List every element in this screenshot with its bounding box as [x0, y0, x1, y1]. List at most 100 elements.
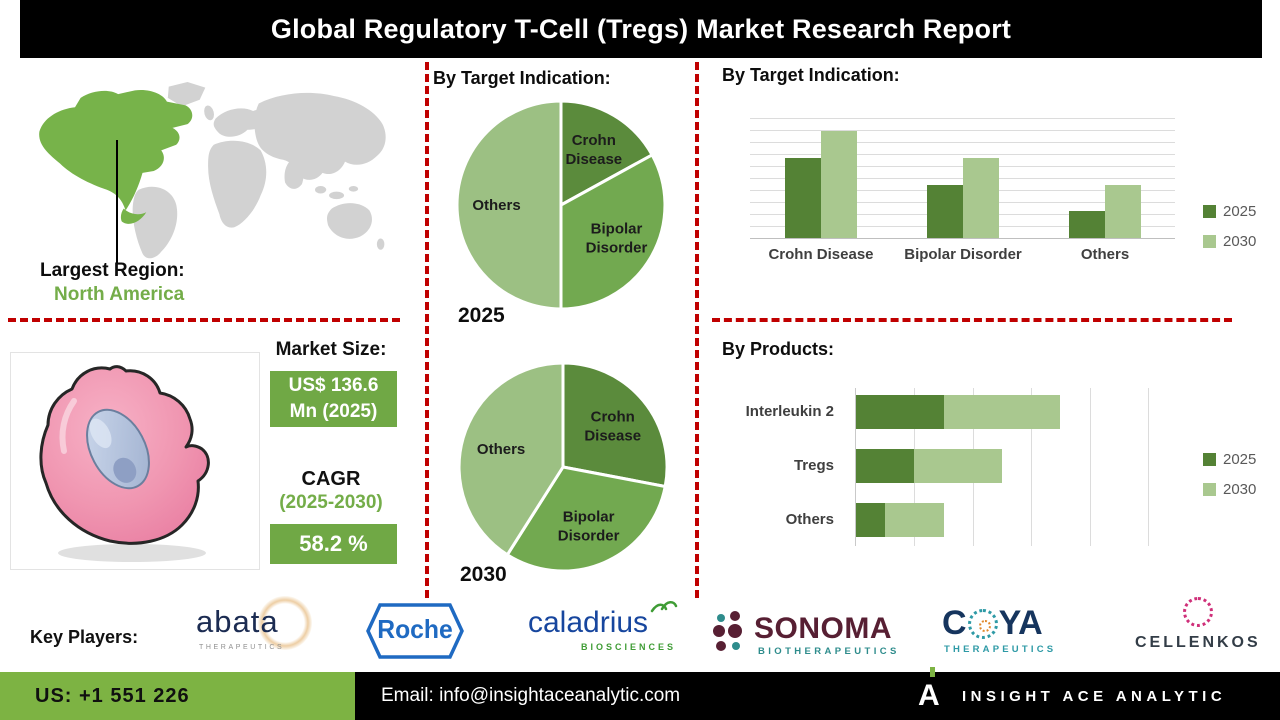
category-label: Tregs: [793, 457, 834, 474]
market-size-value-box: US$ 136.6 Mn (2025): [270, 371, 397, 427]
legend-label: 2030: [1223, 233, 1257, 250]
gridline: [1031, 388, 1033, 546]
map-north-america: [39, 90, 193, 211]
category-label: Interleukin 2: [745, 403, 834, 420]
cagr-value-box: 58.2 %: [270, 524, 397, 564]
legend-label: 2025: [1223, 203, 1257, 220]
category-label: Others: [1080, 246, 1130, 263]
footer-bar: Email: info@insightaceanalytic.com: [355, 672, 1280, 720]
category-label: Others: [785, 511, 834, 528]
map-new-zealand: [376, 238, 385, 250]
coya-letters-ya: YA: [998, 604, 1043, 642]
gridline: [750, 118, 1175, 119]
map-africa: [208, 140, 267, 228]
tcell-image-frame: [10, 352, 260, 570]
gridline: [1148, 388, 1149, 546]
pie-slice: [559, 99, 654, 207]
bar-2025: [1069, 211, 1105, 238]
category-label: Crohn Disease: [768, 246, 874, 263]
cagr-period: (2025-2030): [279, 492, 383, 513]
coya-dotted-o-icon: [967, 608, 998, 639]
gridline: [750, 178, 1175, 179]
legend-item: 2030: [1203, 233, 1256, 250]
bar-segment-2030: [943, 395, 1061, 429]
report-title-bar: Global Regulatory T-Cell (Tregs) Market …: [20, 0, 1262, 58]
legend-swatch: [1203, 235, 1216, 248]
map-greenland: [167, 81, 206, 107]
grouped-bar-categories: Crohn Disease Bipolar Disorder Others: [750, 246, 1175, 266]
key-players-label: Key Players:: [30, 627, 139, 647]
pie-slice: [457, 361, 565, 557]
pie-slice-label: Others: [472, 197, 520, 214]
pie-slice: [455, 99, 563, 311]
bar-segment-2030: [885, 503, 944, 537]
brand-logo-green-tick: [930, 667, 935, 677]
coya-letter-c: C: [942, 604, 967, 642]
logo-roche: Roche: [365, 602, 465, 660]
region-callout-line: [116, 140, 118, 263]
pie-chart-2030: Crohn Disease Bipolar Disorder Others: [452, 356, 674, 578]
bar-2025: [785, 158, 821, 238]
pie-slice-label: Bipolar Disorder: [586, 220, 648, 256]
bar-2030: [821, 131, 857, 238]
map-island-1: [315, 186, 327, 194]
gridline: [750, 166, 1175, 167]
gridline: [750, 130, 1175, 131]
cagr-label: CAGR: [301, 468, 361, 490]
cagr-value: 58.2 %: [299, 531, 368, 556]
map-japan: [368, 129, 378, 146]
grouped-bar-plot: [750, 118, 1175, 239]
bar-segment-2025: [856, 503, 886, 537]
cell-highlight: [59, 398, 77, 454]
hbar-chart: [855, 388, 1149, 546]
map-central-america: [120, 208, 147, 224]
map-south-america: [132, 186, 178, 259]
brand-logo-mark: A: [918, 679, 940, 712]
gridline: [750, 154, 1175, 155]
sonoma-wordmark: SONOMA: [754, 612, 892, 645]
bar-segment-2030: [914, 449, 1002, 483]
legend-item: 2025: [1203, 203, 1256, 220]
legend-label: 2030: [1223, 481, 1257, 498]
map-island-3: [348, 186, 359, 192]
pie-slice-label: Bipolar Disorder: [558, 509, 620, 545]
page-title: Global Regulatory T-Cell (Tregs) Market …: [270, 13, 1012, 44]
caladrius-bird-icon: [650, 601, 678, 613]
sonoma-subtext: BIOTHERAPEUTICS: [758, 646, 900, 657]
tcell-illustration: [39, 365, 210, 562]
legend-swatch: [1203, 483, 1216, 496]
divider-left-horizontal: [8, 318, 400, 322]
caladrius-wordmark: caladrius: [528, 606, 649, 639]
pie-slice-label: Crohn Disease: [565, 132, 622, 168]
cell-nucleus: [86, 408, 150, 490]
abata-swirl-icon: [258, 596, 312, 650]
coya-wordmark: C YA: [942, 604, 1043, 643]
pie-year-2025: 2025: [458, 304, 505, 327]
legend-swatch: [1203, 205, 1216, 218]
legend-label: 2025: [1223, 451, 1257, 468]
legend-item: 2025: [1203, 451, 1256, 468]
bar-2030: [1105, 184, 1141, 238]
bar-segment-2025: [856, 395, 944, 429]
legend-item: 2030: [1203, 481, 1256, 498]
pie-slice-label: Crohn Disease: [584, 408, 641, 444]
bar-2025: [927, 184, 963, 238]
abata-wordmark: abata: [196, 604, 279, 639]
gridline: [750, 142, 1175, 143]
roche-hexagon-icon: [366, 603, 464, 659]
pie-slice: [561, 361, 669, 488]
bar-chart-legend: 2025 2030: [1203, 203, 1256, 250]
products-chart-legend: 2025 2030: [1203, 451, 1256, 498]
divider-vertical-2: [695, 62, 699, 598]
footer-email: Email: info@insightaceanalytic.com: [381, 685, 681, 706]
largest-region-label: Largest Region:: [40, 260, 185, 281]
brand-name: INSIGHT ACE ANALYTIC: [962, 688, 1227, 705]
divider-vertical-1: [425, 62, 429, 598]
map-island-2: [329, 191, 345, 200]
map-india: [284, 157, 304, 189]
market-size-line1: US$ 136.6: [288, 375, 379, 396]
largest-region-value: North America: [54, 284, 185, 305]
coya-subtext: THERAPEUTICS: [944, 644, 1057, 655]
abata-subtext: THERAPEUTICS: [199, 644, 285, 651]
bar-segment-2025: [856, 449, 915, 483]
